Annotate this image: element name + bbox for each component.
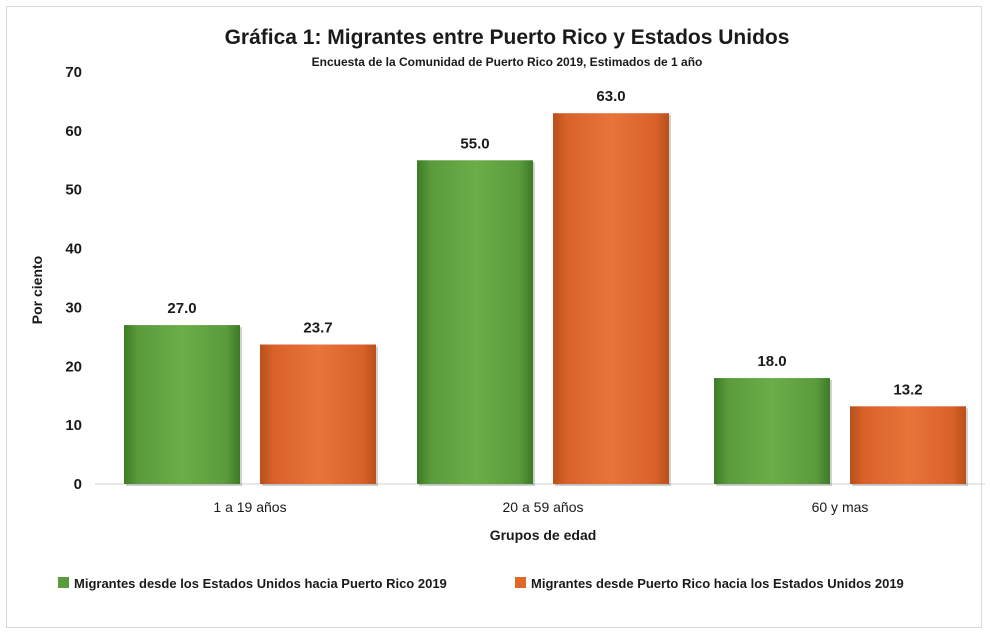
data-label: 18.0: [757, 353, 786, 370]
legend-label-2: Migrantes desde Puerto Rico hacia los Es…: [531, 576, 904, 591]
y-tick-label: 60: [65, 123, 82, 140]
y-tick-label: 20: [65, 358, 82, 375]
legend-swatch-2: [515, 577, 526, 588]
y-tick-label: 30: [65, 299, 82, 316]
y-tick-label: 10: [65, 417, 82, 434]
bar-series-2-1: [553, 113, 669, 484]
data-label: 27.0: [167, 300, 196, 317]
bar-series-2-2: [850, 406, 966, 484]
data-labels: 27.0 23.7 55.0 63.0 18.0 13.2: [167, 88, 922, 398]
bar-series-2-0: [260, 344, 376, 484]
bar-series-1-1: [417, 160, 533, 485]
data-label: 13.2: [893, 381, 922, 398]
legend: Migrantes desde los Estados Unidos hacia…: [58, 576, 904, 591]
legend-swatch-1: [58, 577, 69, 588]
chart-title: Gráfica 1: Migrantes entre Puerto Rico y…: [225, 26, 790, 49]
x-axis-categories: 1 a 19 años 20 a 59 años 60 y mas: [213, 499, 868, 515]
y-tick-label: 70: [65, 64, 82, 81]
bar-series-1-0: [124, 325, 240, 484]
data-label: 23.7: [303, 320, 332, 337]
x-category-label: 60 y mas: [812, 499, 869, 515]
y-tick-label: 50: [65, 182, 82, 199]
legend-label-1: Migrantes desde los Estados Unidos hacia…: [74, 576, 447, 591]
chart-subtitle: Encuesta de la Comunidad de Puerto Rico …: [312, 55, 703, 69]
bars: [124, 113, 968, 487]
y-axis-title: Por ciento: [29, 256, 45, 324]
x-category-label: 1 a 19 años: [213, 499, 286, 515]
x-category-label: 20 a 59 años: [503, 499, 584, 515]
y-tick-label: 40: [65, 241, 82, 258]
data-label: 63.0: [596, 88, 625, 105]
y-axis-ticks: 0 10 20 30 40 50 60 70: [65, 64, 82, 493]
data-label: 55.0: [460, 135, 489, 152]
bar-series-1-2: [714, 378, 830, 484]
x-axis-title: Grupos de edad: [490, 527, 597, 543]
y-tick-label: 0: [74, 476, 82, 493]
